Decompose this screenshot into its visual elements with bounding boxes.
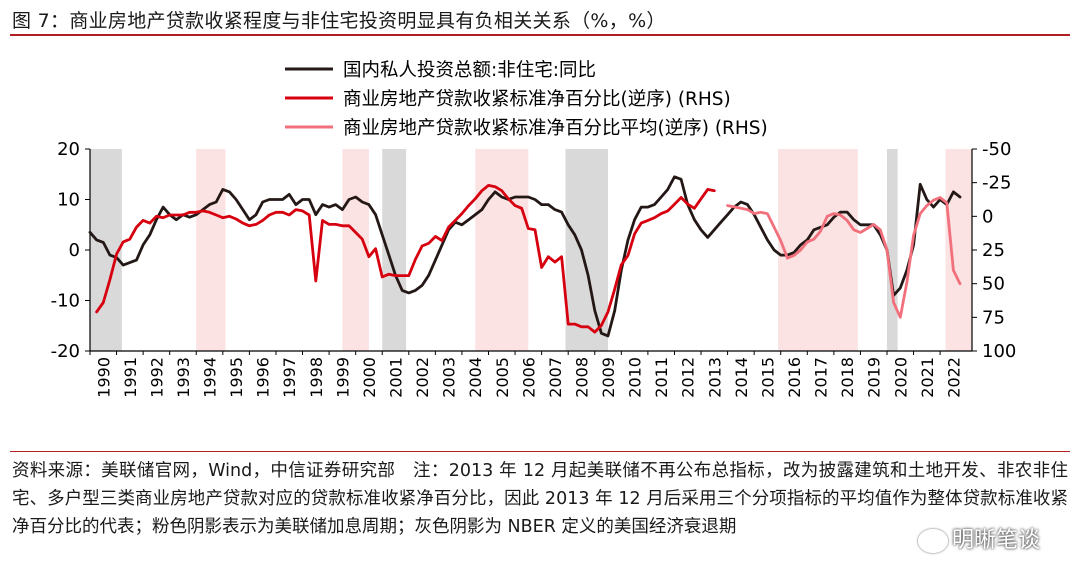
x-tick-label: 2004 (466, 357, 485, 398)
x-tick-label: 1993 (174, 357, 193, 398)
x-tick-label: 2019 (865, 357, 884, 398)
x-tick-label: 2009 (599, 357, 618, 398)
x-tick-label: 2013 (705, 357, 724, 398)
x-tick-label: 2006 (519, 357, 538, 398)
series-lines (88, 175, 962, 338)
right-tick-label: 0 (982, 206, 993, 227)
x-tick-label: 1992 (147, 357, 166, 398)
x-tick-label: 2021 (918, 357, 937, 398)
right-tick-label: -50 (982, 139, 1011, 160)
x-tick-label: 1990 (94, 357, 113, 398)
wechat-icon (917, 529, 948, 553)
x-tick-label: 2020 (891, 357, 910, 398)
left-tick-label: -20 (51, 341, 80, 362)
right-tick-label: 50 (982, 274, 1005, 295)
recession-period-shade (565, 149, 609, 351)
x-tick-label: 2015 (758, 357, 777, 398)
x-tick-label: 1996 (254, 357, 273, 398)
x-tick-label: 2005 (493, 357, 512, 398)
series-line-2 (95, 184, 716, 334)
x-tick-label: 2014 (732, 357, 751, 398)
figure-title: 图 7：商业房地产贷款收紧程度与非住宅投资明显具有负相关关系（%，%） (12, 10, 666, 32)
x-tick-label: 2007 (546, 357, 565, 398)
x-tick-label: 1995 (227, 357, 246, 398)
legend-label-2: 商业房地产贷款收紧标准净百分比(逆序) (RHS) (343, 89, 731, 110)
legend-label-1: 国内私人投资总额:非住宅:同比 (343, 60, 596, 81)
x-tick-label: 2002 (413, 357, 432, 398)
series-line-1 (88, 175, 962, 338)
x-tick-label: 2003 (440, 357, 459, 398)
watermark: 明晰笔谈 (917, 522, 1040, 554)
x-tick-label: 2017 (812, 357, 831, 398)
watermark-text: 明晰笔谈 (951, 528, 1040, 553)
right-tick-label: 75 (982, 307, 1005, 328)
tightening-period-shade (196, 149, 226, 351)
x-tick-label: 1999 (333, 357, 352, 398)
left-tick-label: 10 (57, 190, 80, 211)
right-tick-label: -25 (982, 173, 1011, 194)
right-tick-label: 25 (982, 240, 1005, 261)
x-tick-label: 1994 (201, 357, 220, 398)
right-tick-label: 100 (982, 341, 1016, 362)
shaded-periods (90, 149, 972, 351)
x-tick-label: 1991 (121, 357, 140, 398)
x-tick-label: 1997 (280, 357, 299, 398)
tightening-period-shade (475, 149, 529, 351)
left-tick-label: 20 (57, 139, 80, 160)
x-tick-label: 2008 (572, 357, 591, 398)
x-tick-label: 2012 (679, 357, 698, 398)
source-note: 资料来源：美联储官网，Wind，中信证券研究部 注：2013 年 12 月起美联… (12, 461, 1068, 537)
x-tick-label: 1998 (307, 357, 326, 398)
legend-label-3: 商业房地产贷款收紧标准净百分比平均(逆序) (RHS) (343, 118, 768, 139)
recession-period-shade (382, 149, 407, 351)
x-tick-label: 2016 (785, 357, 804, 398)
left-tick-label: -10 (51, 291, 80, 312)
x-tick-label: 2010 (626, 357, 645, 398)
tightening-period-shade (342, 149, 369, 351)
x-tick-label: 2011 (652, 357, 671, 398)
footer-divider (10, 451, 1070, 452)
x-tick-label: 2018 (838, 357, 857, 398)
left-tick-label: 0 (69, 240, 80, 261)
series-line-3 (726, 196, 962, 319)
title-divider (10, 34, 1070, 36)
recession-period-shade (886, 149, 898, 351)
x-tick-label: 2022 (944, 357, 963, 398)
tightening-period-shade (945, 149, 972, 351)
x-tick-label: 2001 (387, 357, 406, 398)
x-tick-label: 2000 (360, 357, 379, 398)
tightening-period-shade (778, 149, 858, 351)
